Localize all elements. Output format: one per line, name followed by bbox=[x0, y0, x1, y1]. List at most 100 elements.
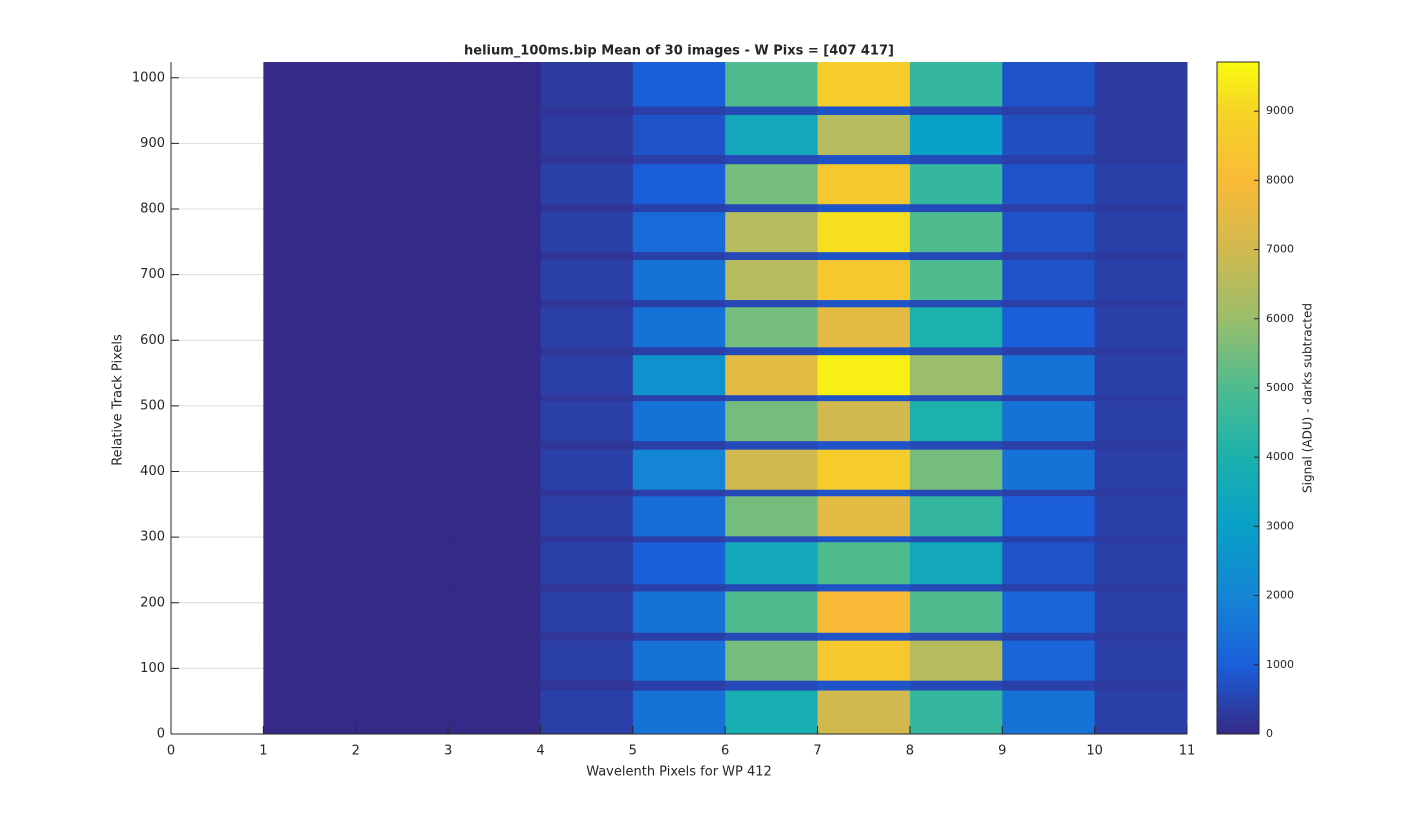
heatmap-cell bbox=[263, 163, 357, 205]
heatmap-cell bbox=[448, 680, 541, 691]
heatmap-cell bbox=[540, 259, 634, 301]
heatmap-cell bbox=[448, 495, 541, 537]
heatmap-cell bbox=[1094, 394, 1188, 402]
heatmap-cell bbox=[725, 394, 819, 402]
heatmap-cell bbox=[909, 680, 1003, 691]
heatmap-cell bbox=[448, 251, 541, 261]
heatmap-cell bbox=[263, 211, 357, 253]
heatmap-cell bbox=[263, 203, 357, 213]
heatmap-cell bbox=[263, 583, 357, 592]
heatmap-cell bbox=[1094, 203, 1188, 213]
heatmap-cell bbox=[1094, 259, 1188, 301]
heatmap-cell bbox=[263, 105, 357, 115]
heatmap-cell bbox=[448, 306, 541, 348]
heatmap-cell bbox=[725, 690, 819, 735]
heatmap-cell bbox=[817, 449, 911, 490]
heatmap-cell bbox=[263, 354, 357, 396]
heatmap-cell bbox=[1094, 354, 1188, 396]
heatmap-cell bbox=[263, 400, 357, 442]
heatmap-cell bbox=[1002, 346, 1096, 356]
heatmap-cell bbox=[1002, 394, 1096, 402]
heatmap-cell bbox=[1002, 299, 1096, 308]
heatmap-cell bbox=[1094, 690, 1188, 735]
heatmap-cell bbox=[725, 251, 819, 261]
heatmap-cell bbox=[263, 306, 357, 348]
colorbar-tick-label: 3000 bbox=[1266, 519, 1294, 532]
heatmap-cell bbox=[263, 680, 357, 691]
heatmap-cell bbox=[725, 163, 819, 205]
y-tick-label: 300 bbox=[140, 530, 165, 545]
axes: 0 1 2 3 4 5 6 7 8 9 10 11 0 100 200 300 400 500 600 700 800 9… bbox=[132, 62, 1195, 759]
heatmap-cell bbox=[632, 211, 726, 253]
heatmap-cell bbox=[448, 640, 541, 681]
heatmap-cell bbox=[355, 535, 449, 543]
heatmap-cell bbox=[909, 590, 1003, 633]
y-tick-label: 500 bbox=[140, 398, 165, 413]
heatmap-cell bbox=[540, 632, 634, 641]
heatmap-cell bbox=[448, 346, 541, 356]
heatmap-cell bbox=[817, 640, 911, 681]
heatmap-cell bbox=[725, 583, 819, 592]
heatmap-cell bbox=[355, 440, 449, 450]
heatmap-cell bbox=[263, 535, 357, 543]
heatmap-cell bbox=[632, 583, 726, 592]
heatmap-cell bbox=[632, 400, 726, 442]
heatmap-cell bbox=[1094, 400, 1188, 442]
heatmap-cell bbox=[817, 105, 911, 115]
heatmap-cell bbox=[263, 62, 357, 107]
colorbar-tick-label: 9000 bbox=[1266, 104, 1294, 117]
heatmap-cell bbox=[632, 346, 726, 356]
colorbar bbox=[1216, 61, 1260, 735]
heatmap-cell bbox=[355, 583, 449, 592]
heatmap-cell bbox=[817, 114, 911, 156]
heatmap-cell bbox=[725, 299, 819, 308]
heatmap-cell bbox=[725, 400, 819, 442]
colorbar-label: Signal (ADU) - darks subtracted bbox=[1301, 303, 1315, 493]
heatmap-cell bbox=[355, 299, 449, 308]
heatmap-cell bbox=[1094, 306, 1188, 348]
y-tick-label: 200 bbox=[140, 595, 165, 610]
heatmap-cell bbox=[817, 299, 911, 308]
heatmap-cell bbox=[1002, 690, 1096, 735]
heatmap-cell bbox=[448, 489, 541, 497]
heatmap-cell bbox=[263, 154, 357, 165]
heatmap-cell bbox=[1002, 583, 1096, 592]
colorbar-tick-label: 2000 bbox=[1266, 589, 1294, 602]
heatmap-cell bbox=[817, 394, 911, 402]
heatmap-cell bbox=[632, 203, 726, 213]
heatmap-cell bbox=[1094, 590, 1188, 633]
heatmap-cell bbox=[725, 105, 819, 115]
x-tick-label: 2 bbox=[352, 744, 360, 759]
heatmap-cell bbox=[355, 394, 449, 402]
heatmap-cell bbox=[632, 680, 726, 691]
heatmap-cell bbox=[1094, 299, 1188, 308]
heatmap-cell bbox=[1002, 354, 1096, 396]
heatmap-cell bbox=[909, 62, 1003, 107]
heatmap-cell bbox=[1002, 105, 1096, 115]
heatmap-cell bbox=[909, 354, 1003, 396]
x-tick-label: 9 bbox=[998, 744, 1006, 759]
x-tick-label: 3 bbox=[444, 744, 452, 759]
heatmap-cell bbox=[725, 346, 819, 356]
heatmap-cell bbox=[632, 163, 726, 205]
heatmap-cell bbox=[448, 690, 541, 735]
heatmap-cell bbox=[540, 680, 634, 691]
heatmap-cell bbox=[909, 114, 1003, 156]
heatmap-cell bbox=[1002, 259, 1096, 301]
heatmap-cell bbox=[817, 354, 911, 396]
heatmap-cell bbox=[632, 299, 726, 308]
heatmap-cell bbox=[448, 211, 541, 253]
heatmap-cell bbox=[540, 203, 634, 213]
heatmap-cell bbox=[817, 680, 911, 691]
heatmap-cell bbox=[355, 346, 449, 356]
heatmap-cell bbox=[448, 259, 541, 301]
heatmap-cell bbox=[725, 535, 819, 543]
heatmap-cell bbox=[263, 259, 357, 301]
heatmap-cell bbox=[540, 640, 634, 681]
x-axis-label: Wavelenth Pixels for WP 412 bbox=[586, 765, 772, 780]
heatmap-cell bbox=[263, 489, 357, 497]
heatmap-cell bbox=[540, 105, 634, 115]
x-tick-label: 4 bbox=[536, 744, 544, 759]
heatmap-cell bbox=[263, 590, 357, 633]
heatmap-cell bbox=[632, 449, 726, 490]
